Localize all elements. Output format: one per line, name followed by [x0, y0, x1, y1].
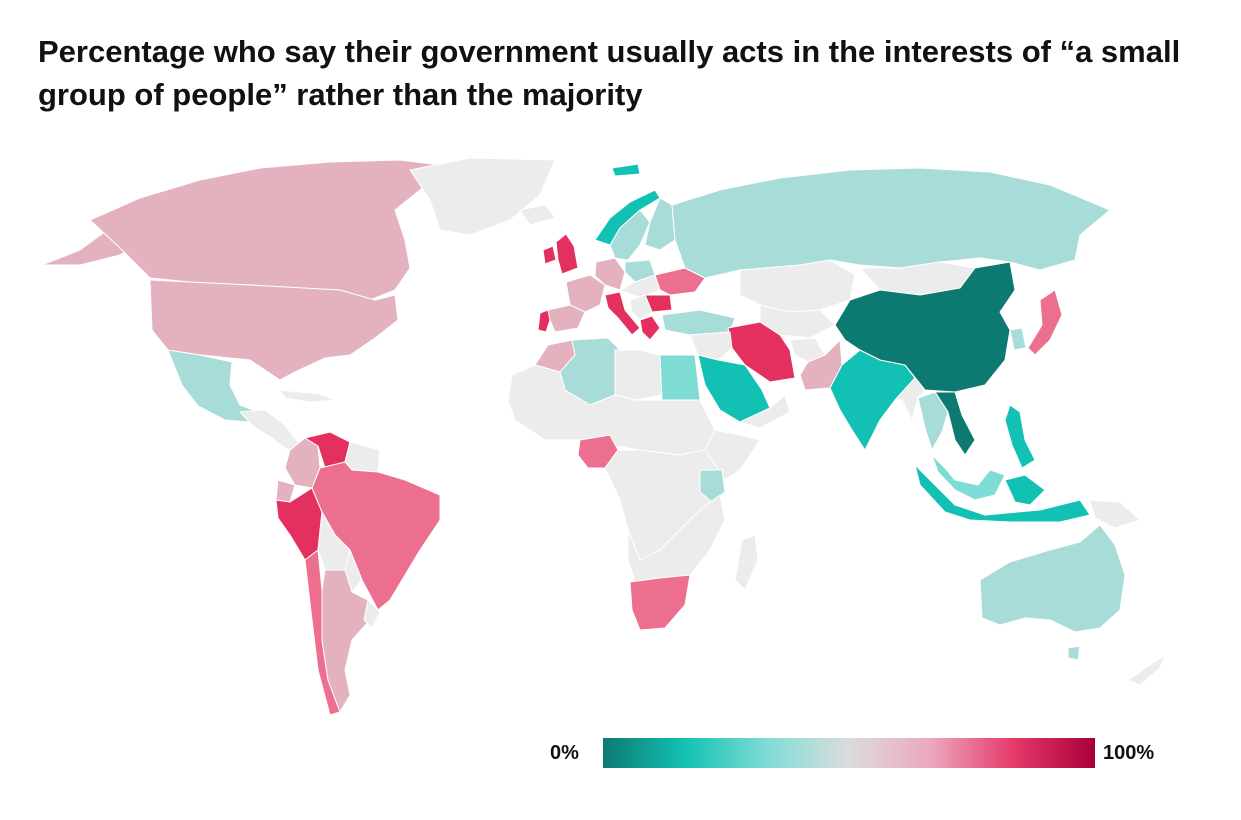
country-yemen-oman: [739, 394, 791, 429]
country-myanmar: [894, 364, 926, 421]
country-egypt: [659, 354, 701, 401]
country-papua: [1089, 499, 1141, 529]
legend-min-label: 0%: [550, 742, 579, 764]
country-thailand: [917, 391, 949, 451]
country-balkans: [629, 294, 653, 321]
country-malaysia: [931, 454, 1006, 501]
country-greenland: [409, 157, 556, 236]
country-south-africa: [629, 574, 691, 631]
legend-gradient-bar: [603, 738, 1095, 768]
country-madagascar: [734, 534, 759, 591]
country-portugal: [537, 309, 551, 333]
country-spain: [547, 304, 586, 333]
country-south-korea: [1009, 327, 1027, 351]
country-italy: [604, 291, 641, 336]
country-indonesia-east: [1004, 474, 1046, 506]
country-argentina: [321, 569, 371, 713]
country-canada: [89, 159, 441, 301]
country-iceland: [519, 204, 556, 226]
country-ecuador: [275, 479, 296, 503]
country-kazakhstan: [739, 259, 856, 313]
country-indonesia: [914, 464, 1091, 523]
country-norway-north: [611, 163, 641, 177]
country-finland: [644, 197, 676, 251]
country-japan: [1027, 289, 1063, 356]
country-libya: [614, 349, 663, 401]
country-uruguay: [363, 599, 381, 629]
country-russia: [671, 167, 1111, 279]
country-iran: [727, 321, 796, 383]
map-title: Percentage who say their government usua…: [38, 34, 1181, 112]
country-iraq-syria: [689, 331, 733, 361]
country-vietnam: [934, 391, 976, 456]
country-ireland: [542, 245, 557, 265]
country-sweden: [609, 209, 651, 261]
country-greece: [639, 315, 661, 341]
country-philippines: [1004, 404, 1036, 469]
country-tasmania: [1067, 645, 1081, 661]
country-caribbean: [279, 389, 336, 403]
country-australia: [979, 524, 1126, 633]
color-legend: 0% 100%: [540, 738, 1180, 768]
country-uk: [555, 233, 579, 275]
country-new-zealand: [1127, 654, 1166, 686]
world-map: [0, 150, 1241, 730]
country-turkey: [661, 309, 736, 336]
legend-max-label: 100%: [1103, 742, 1155, 764]
country-central-america: [239, 409, 301, 451]
world-map-svg: [41, 157, 1166, 716]
